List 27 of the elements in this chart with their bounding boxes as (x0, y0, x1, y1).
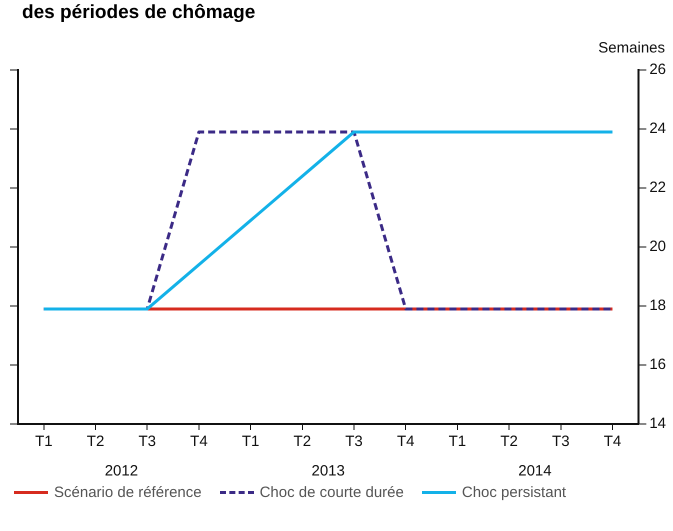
x-tick-label: T4 (396, 433, 414, 450)
legend-label: Choc persistant (462, 484, 566, 501)
y-tick-label: 20 (649, 238, 666, 256)
x-tick-label: T2 (294, 433, 312, 450)
x-tick-label: T2 (500, 433, 518, 450)
x-tick-label: T3 (552, 433, 570, 450)
y-tick-label: 26 (649, 61, 666, 78)
x-tick-label: T2 (86, 433, 104, 450)
y-tick-label: 18 (649, 297, 666, 314)
text: 2013 (311, 462, 345, 480)
legend-label: Choc de courte durée (260, 484, 404, 501)
y-axis-title: Semaines (598, 40, 665, 57)
chart-title: des périodes de chômage (21, 1, 256, 24)
text: 2012 (104, 462, 138, 480)
x-tick-label: T4 (190, 433, 208, 450)
x-tick-label: T3 (138, 433, 156, 450)
y-tick-label: 14 (649, 415, 666, 432)
x-tick-label: T1 (242, 433, 260, 450)
text: 2014 (518, 462, 552, 480)
y-tick-label: 24 (649, 120, 666, 138)
y-tick-label: 16 (649, 356, 666, 374)
y-tick-label: 22 (649, 179, 666, 196)
x-tick-label: T4 (604, 433, 622, 450)
x-tick-label: T1 (35, 433, 53, 450)
x-tick-label: T1 (448, 433, 466, 450)
legend-label: Scénario de référence (54, 484, 202, 501)
x-tick-label: T3 (345, 433, 363, 450)
